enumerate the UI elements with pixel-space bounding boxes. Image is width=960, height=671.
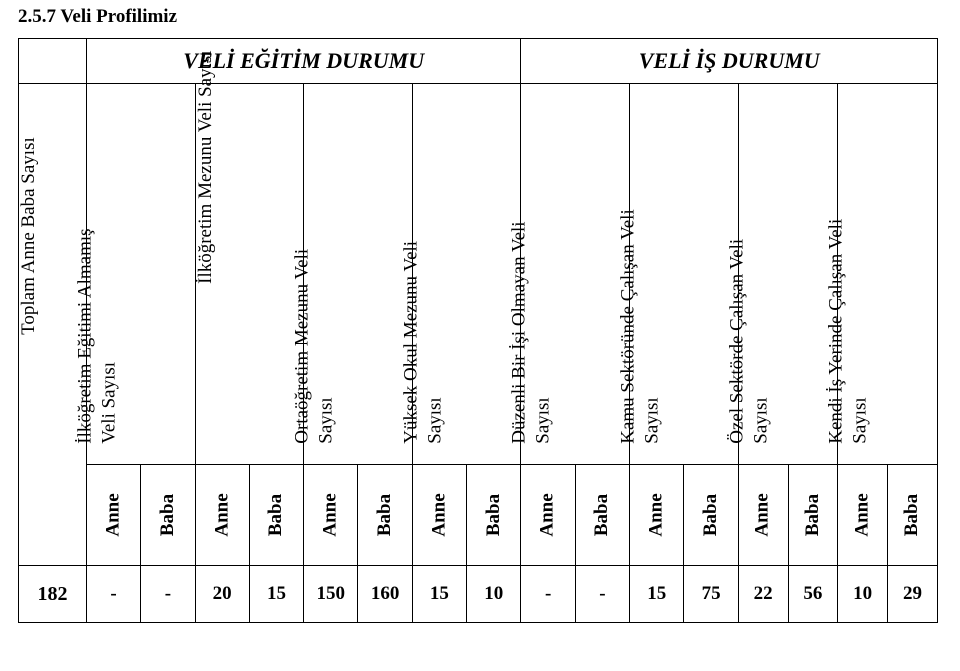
data-cell: 20: [195, 566, 249, 623]
data-cell: -: [575, 566, 629, 623]
table-header-row: VELİ EĞİTİM DURUMU VELİ İŞ DURUMU: [19, 39, 938, 84]
ab-anne: Anne: [195, 465, 249, 566]
ab-baba: Baba: [358, 465, 412, 566]
group-header: Kendi İş Yerinde Çalışan VeliSayısı: [838, 84, 938, 465]
ab-anne: Anne: [304, 465, 358, 566]
data-cell: -: [521, 566, 575, 623]
data-cell: 22: [738, 566, 788, 623]
data-cell: -: [141, 566, 195, 623]
data-cell: 10: [838, 566, 888, 623]
group-header: İlköğretim Eğitimi AlmamışVeli Sayısı: [86, 84, 195, 465]
group-header-label: Özel Sektörde Çalışan VeliSayısı: [725, 104, 773, 444]
ab-anne: Anne: [630, 465, 684, 566]
group-header-row: Toplam Anne Baba Sayısı İlköğretim Eğiti…: [19, 84, 938, 465]
group-header-label: İlköğretim Mezunu Veli Sayısı: [194, 264, 218, 284]
data-cell: 75: [684, 566, 738, 623]
group-header: Özel Sektörde Çalışan VeliSayısı: [738, 84, 838, 465]
ab-anne: Anne: [838, 465, 888, 566]
group-header-label: Yüksek Okul Mezunu VeliSayısı: [399, 104, 447, 444]
data-cell: 15: [249, 566, 303, 623]
ab-baba: Baba: [467, 465, 521, 566]
page-title: 2.5.7 Veli Profilimiz: [18, 6, 942, 28]
group-header-label: Ortaöğretim Mezunu VeliSayısı: [290, 104, 338, 444]
ab-header-row: Anne Baba Anne Baba Anne Baba Anne Baba …: [19, 465, 938, 566]
data-cell: 29: [888, 566, 938, 623]
veli-table: VELİ EĞİTİM DURUMU VELİ İŞ DURUMU Toplam…: [18, 38, 938, 623]
group-header-label: Kamu Sektöründe Çalışan VeliSayısı: [616, 104, 664, 444]
ab-baba: Baba: [141, 465, 195, 566]
data-cell: 15: [630, 566, 684, 623]
ab-baba: Baba: [684, 465, 738, 566]
row-total: 182: [19, 566, 87, 623]
data-cell: -: [86, 566, 140, 623]
top-header-is: VELİ İŞ DURUMU: [521, 39, 938, 84]
group-header: Yüksek Okul Mezunu VeliSayısı: [412, 84, 521, 465]
group-header-label: Kendi İş Yerinde Çalışan VeliSayısı: [825, 104, 873, 444]
ab-baba: Baba: [788, 465, 838, 566]
data-cell: 56: [788, 566, 838, 623]
ab-baba: Baba: [249, 465, 303, 566]
data-cell: 15: [412, 566, 466, 623]
group-header-label: Toplam Anne Baba Sayısı: [17, 315, 41, 335]
ab-anne: Anne: [738, 465, 788, 566]
ab-anne: Anne: [521, 465, 575, 566]
group-header: Düzenli Bir İşi Olmayan VeliSayısı: [521, 84, 630, 465]
group-header: İlköğretim Mezunu Veli Sayısı: [195, 84, 304, 465]
group-header: Kamu Sektöründe Çalışan VeliSayısı: [630, 84, 739, 465]
top-header-egitim: VELİ EĞİTİM DURUMU: [86, 39, 521, 84]
ab-baba: Baba: [888, 465, 938, 566]
ab-baba: Baba: [575, 465, 629, 566]
ab-anne: Anne: [412, 465, 466, 566]
group-header: Ortaöğretim Mezunu VeliSayısı: [304, 84, 413, 465]
top-header-blank: [19, 39, 87, 84]
group-header-label: Düzenli Bir İşi Olmayan VeliSayısı: [508, 104, 556, 444]
group-header-label: İlköğretim Eğitimi AlmamışVeli Sayısı: [73, 104, 121, 444]
data-cell: 150: [304, 566, 358, 623]
table-row: 182 - - 20 15 150 160 15 10 - - 15 75 22…: [19, 566, 938, 623]
ab-anne: Anne: [86, 465, 140, 566]
data-cell: 10: [467, 566, 521, 623]
data-cell: 160: [358, 566, 412, 623]
